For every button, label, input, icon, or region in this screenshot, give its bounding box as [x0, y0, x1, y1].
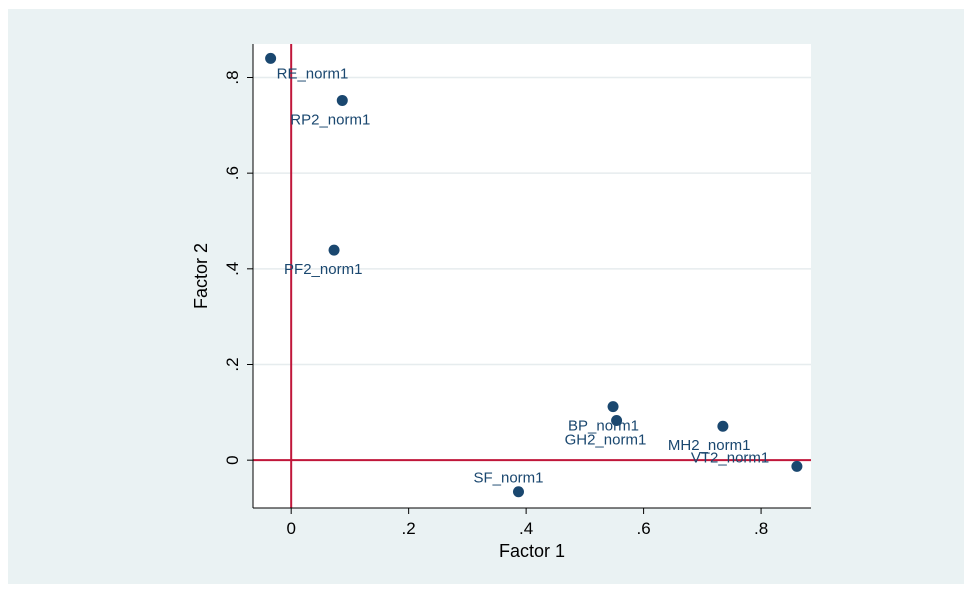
- reference-lines: [253, 44, 811, 508]
- y-tick-label: 0: [223, 455, 242, 464]
- point-label-rp2-norm1: RP2_norm1: [290, 111, 370, 128]
- y-tick-label: .8: [223, 70, 242, 84]
- point-mh2-norm1: [717, 420, 729, 432]
- point-label-vt2-norm1: VT2_norm1: [691, 449, 769, 466]
- grid-lines: [253, 76, 811, 366]
- data-points: [265, 52, 803, 498]
- point-label-mh2-norm1: MH2_norm1: [668, 437, 751, 454]
- point-label-re-norm1: RE_norm1: [277, 65, 349, 82]
- point-re-norm1: [265, 52, 277, 64]
- y-tick-label: .4: [223, 262, 242, 276]
- x-tick-label: .2: [402, 519, 416, 538]
- point-gh2-norm1: [611, 414, 623, 426]
- point-vt2-norm1: [791, 460, 803, 472]
- axes: 0 .2 .4 .6 .8 0 .2 .4 .6 .8: [223, 44, 811, 538]
- x-tick-label: .6: [637, 519, 651, 538]
- y-axis-title: Factor 2: [191, 243, 211, 309]
- x-tick-label: 0: [286, 519, 295, 538]
- point-labels: RE_norm1 RP2_norm1 PF2_norm1 BP_norm1GH2_no…: [277, 65, 770, 486]
- point-label-bp-norm1: BP_norm1: [568, 418, 639, 435]
- point-label-gh2-norm1: GH2_norm1: [565, 431, 647, 448]
- point-label-sf-norm1: SF_norm1: [473, 470, 543, 487]
- point-label-pf2-norm1: PF2_norm1: [284, 261, 362, 278]
- y-tick-label: .6: [223, 166, 242, 180]
- point-sf-norm1: [512, 486, 524, 498]
- point-bp-norm1: [607, 401, 619, 413]
- point-pf2-norm1: [328, 244, 340, 256]
- y-tick-label: .2: [223, 357, 242, 371]
- x-tick-label: .4: [519, 519, 533, 538]
- plot-region: [253, 44, 811, 508]
- x-tick-label: .8: [754, 519, 768, 538]
- x-axis-title: Factor 1: [499, 541, 565, 561]
- point-rp2-norm1: [336, 94, 348, 106]
